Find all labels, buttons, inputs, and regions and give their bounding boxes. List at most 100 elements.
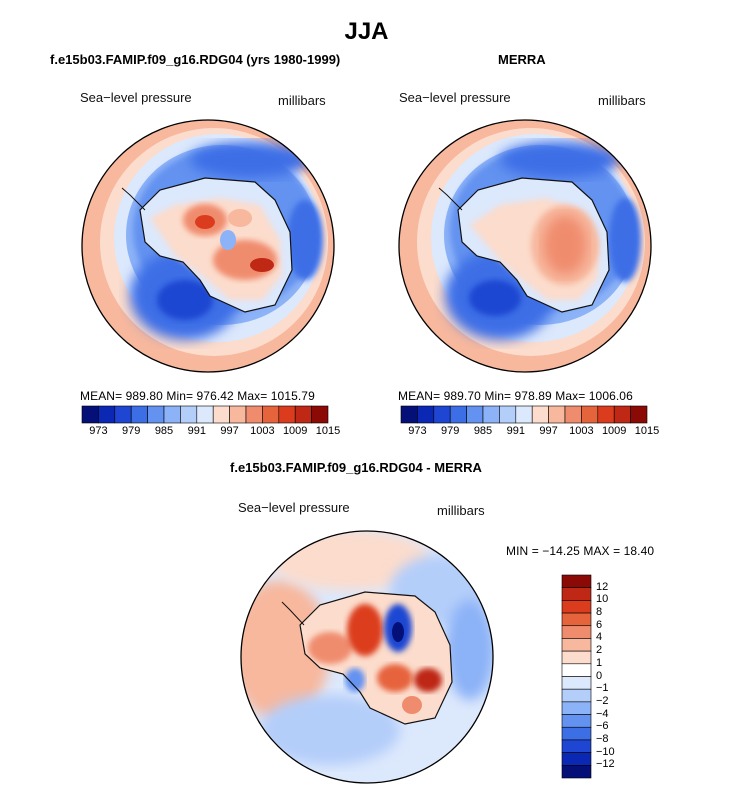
colorbar-tick-label: 10: [596, 593, 609, 606]
colorbar-tick-label: 4: [596, 631, 603, 644]
colorbar-swatch: [212, 405, 230, 424]
panel-2-map: [399, 120, 651, 372]
panel-3-title: f.e15b03.FAMIP.f09_g16.RDG04 - MERRA: [230, 460, 482, 475]
colorbar-tick-label: 997: [539, 425, 558, 437]
colorbar-swatch: [561, 739, 592, 753]
colorbar-swatch: [130, 405, 148, 424]
panel-3-stats: MIN = −14.25 MAX = 18.40: [506, 544, 655, 558]
colorbar-swatch: [196, 405, 214, 424]
colorbar-swatch: [400, 405, 418, 424]
colorbar-tick-label: 985: [154, 425, 174, 437]
colorbar-tick-label: 1: [596, 656, 603, 669]
colorbar-swatch: [561, 676, 592, 690]
colorbar-tick-label: −2: [596, 694, 609, 707]
colorbar-swatch: [561, 612, 592, 627]
panel-2-map-border: [398, 119, 652, 373]
panel-3-map: [241, 531, 493, 783]
colorbar-swatch: [561, 638, 592, 652]
colorbar-tick-label: 979: [122, 425, 141, 437]
colorbar-swatch: [531, 405, 549, 424]
colorbar-swatch: [262, 405, 280, 424]
colorbar-swatch: [561, 650, 592, 665]
colorbar-tick-label: 973: [408, 425, 427, 437]
colorbar-tick-label: 12: [596, 580, 609, 593]
colorbar-swatch: [561, 574, 592, 588]
colorbar-swatch: [561, 726, 592, 741]
colorbar-tick-label: 991: [506, 425, 525, 437]
colorbar-swatch: [114, 405, 132, 424]
colorbar-swatch: [561, 714, 592, 728]
colorbar-swatch: [417, 405, 435, 424]
colorbar-panel-1: [81, 405, 329, 424]
colorbar-swatch: [294, 405, 312, 424]
panel-3-units-label: millibars: [437, 503, 485, 518]
colorbar-swatch: [613, 405, 631, 424]
colorbar-swatch: [311, 405, 329, 424]
colorbar-tick-label: 985: [473, 425, 493, 437]
panel-1-title: f.e15b03.FAMIP.f09_g16.RDG04 (yrs 1980-1…: [50, 52, 341, 67]
colorbar-swatch: [466, 405, 484, 424]
colorbar-swatch: [515, 405, 533, 424]
colorbar-swatch: [561, 625, 592, 639]
colorbar-tick-label: −10: [596, 745, 615, 758]
colorbar-swatch: [499, 405, 517, 424]
panel-2-title: MERRA: [498, 52, 546, 67]
colorbar-swatch: [81, 405, 99, 424]
colorbar-swatch: [229, 405, 247, 424]
colorbar-panel-2: [400, 405, 648, 424]
colorbar-tick-label: −12: [596, 758, 615, 771]
colorbar-panel-3: [561, 574, 592, 779]
colorbar-tick-label: 1003: [569, 425, 594, 437]
colorbar-swatch: [180, 405, 198, 424]
colorbar-swatch: [278, 405, 296, 424]
colorbar-tick-label: 991: [187, 425, 206, 437]
colorbar-tick-label: −1: [596, 682, 609, 695]
colorbar-swatch: [630, 405, 648, 424]
panel-3-variable-label: Sea−level pressure: [238, 500, 350, 515]
colorbar-tick-label: 973: [89, 425, 108, 437]
colorbar-swatch: [147, 405, 165, 424]
colorbar-tick-label: 1003: [250, 425, 275, 437]
colorbar-swatch: [581, 405, 599, 424]
colorbar-swatch: [98, 405, 116, 424]
colorbar-tick-label: 997: [220, 425, 239, 437]
panel-1-units-label: millibars: [278, 93, 326, 108]
panel-1-variable-label: Sea−level pressure: [80, 90, 192, 105]
colorbar-swatch: [548, 405, 566, 424]
panel-1-stats: MEAN= 989.80 Min= 976.42 Max= 1015.79: [80, 389, 315, 403]
colorbar-swatch: [482, 405, 500, 424]
colorbar-tick-label: −4: [596, 707, 609, 720]
colorbar-tick-label: 1009: [282, 425, 308, 437]
colorbar-swatch: [561, 688, 592, 703]
colorbar-swatch: [564, 405, 582, 424]
colorbar-tick-label: 1015: [634, 425, 660, 437]
colorbar-swatch: [561, 587, 592, 601]
colorbar-tick-label: 0: [596, 669, 603, 682]
colorbar-swatch: [561, 752, 592, 766]
colorbar-swatch: [561, 701, 592, 715]
panel-2-units-label: millibars: [598, 93, 646, 108]
colorbar-swatch: [561, 663, 592, 677]
colorbar-swatch: [561, 600, 592, 614]
colorbar-tick-label: −8: [596, 732, 609, 745]
colorbar-tick-label: 1015: [315, 425, 341, 437]
panel-2-variable-label: Sea−level pressure: [399, 90, 511, 105]
panel-1-map-border: [81, 119, 335, 373]
colorbar-swatch: [163, 405, 181, 424]
colorbar-tick-label: −6: [596, 720, 609, 733]
colorbar-swatch: [561, 765, 592, 779]
panel-1-map: [82, 120, 334, 372]
panel-2-stats: MEAN= 989.70 Min= 978.89 Max= 1006.06: [398, 389, 633, 403]
colorbar-swatch: [433, 405, 451, 424]
panel-3-map-border: [240, 530, 494, 784]
colorbar-swatch: [597, 405, 615, 424]
colorbar-tick-label: 1009: [601, 425, 627, 437]
colorbar-swatch: [449, 405, 467, 424]
colorbar-tick-label: 6: [596, 618, 603, 631]
colorbar-tick-label: 8: [596, 606, 603, 619]
colorbar-tick-label: 979: [441, 425, 460, 437]
colorbar-tick-label: 2: [596, 644, 603, 657]
colorbar-swatch: [245, 405, 263, 424]
page-title: JJA: [344, 18, 389, 45]
